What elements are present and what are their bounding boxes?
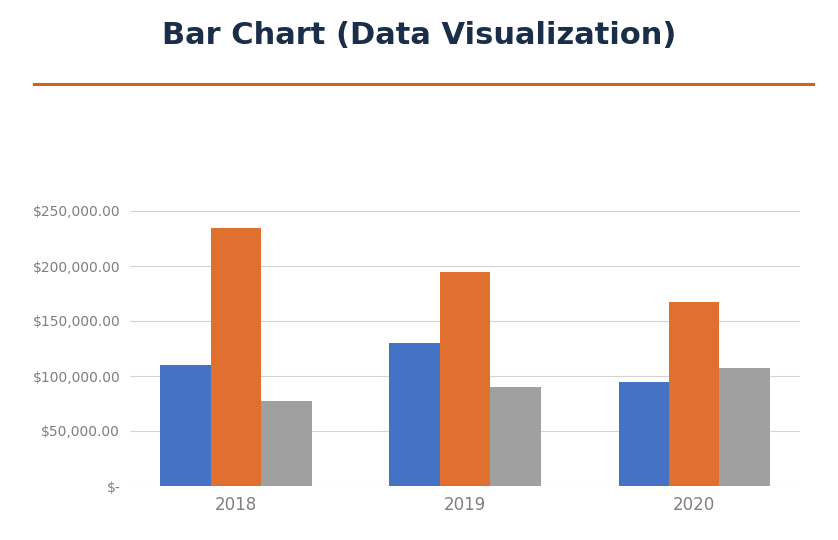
- Bar: [618, 381, 669, 486]
- Bar: [490, 387, 541, 486]
- Bar: [440, 272, 490, 486]
- Bar: [261, 401, 312, 486]
- Bar: [669, 302, 719, 486]
- Bar: [719, 368, 770, 486]
- Bar: [211, 227, 261, 486]
- Bar: [160, 365, 211, 486]
- Text: Bar Chart (Data Visualization): Bar Chart (Data Visualization): [162, 21, 676, 50]
- Bar: [390, 343, 440, 486]
